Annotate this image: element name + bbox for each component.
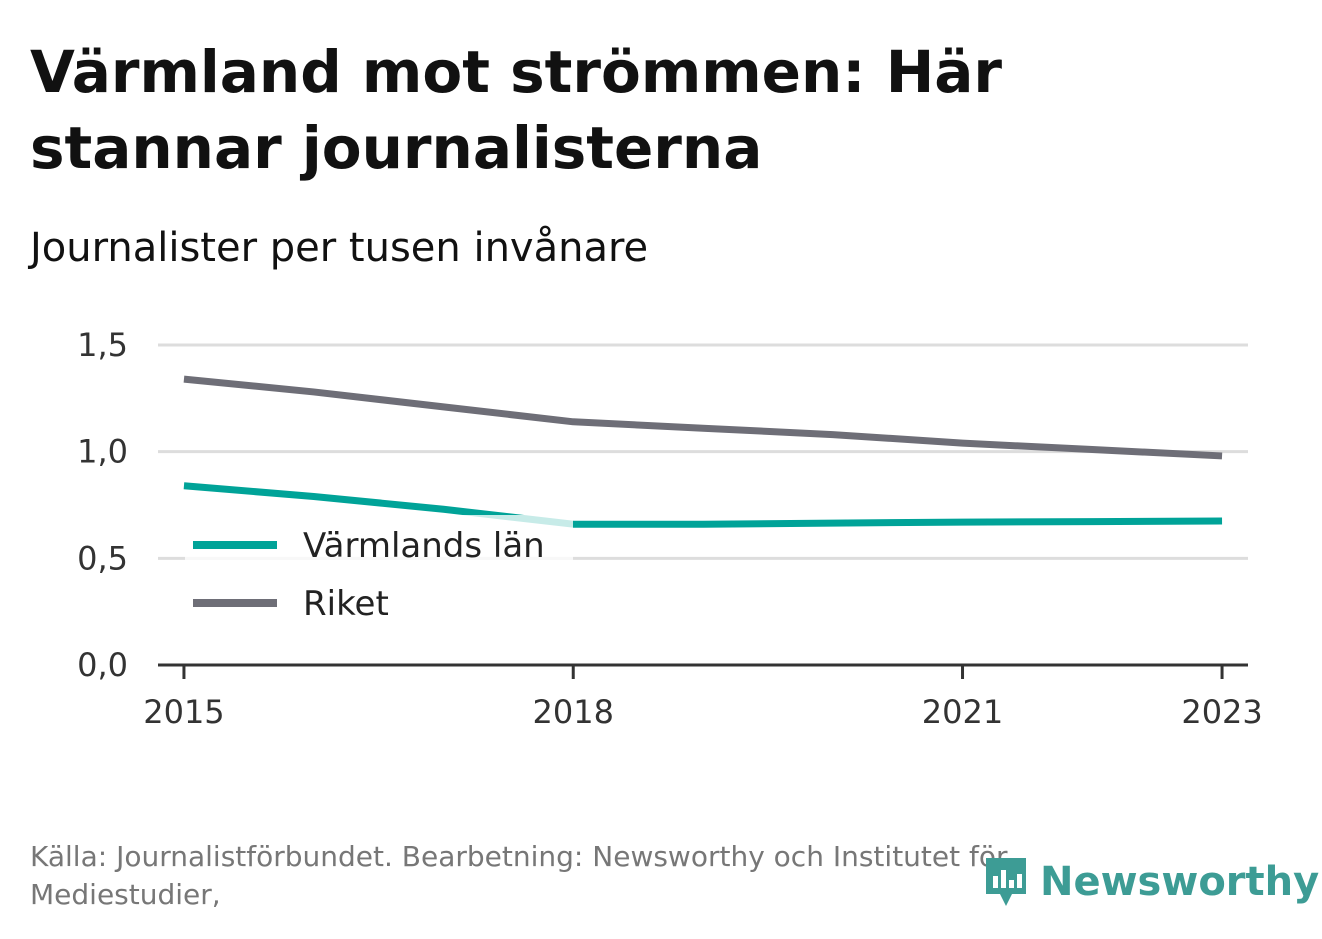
y-tick-label: 0,0 <box>77 646 128 684</box>
brand-name: Newsworthy <box>1040 859 1320 905</box>
x-tick-label: 2023 <box>1181 693 1262 731</box>
legend: Värmlands län Riket <box>185 515 573 624</box>
x-tick-label: 2018 <box>533 693 614 731</box>
series-line <box>183 482 1223 528</box>
legend-label: Värmlands län <box>303 526 545 566</box>
series-line <box>183 375 1223 460</box>
y-tick-label: 1,0 <box>77 433 128 471</box>
chart-title: Värmland mot strömmen: Här stannar journ… <box>30 38 1002 182</box>
x-tick-label: 2015 <box>143 693 224 731</box>
source-note: Källa: Journalistförbundet. Bearbetning:… <box>30 840 1008 911</box>
newsworthy-logo-icon <box>986 858 1026 906</box>
chart-subtitle: Journalister per tusen invånare <box>30 225 649 271</box>
y-tick-label: 1,5 <box>77 326 128 364</box>
line-chart: 0,0 0,5 1,0 1,5 2015 2018 2021 2023 Värmlands … <box>77 326 1263 731</box>
series-lines <box>183 375 1223 528</box>
newsworthy-logo: Newsworthy <box>982 852 1319 912</box>
legend-label: Riket <box>303 584 389 624</box>
y-tick-label: 0,5 <box>77 539 128 577</box>
x-tick-label: 2021 <box>922 693 1003 731</box>
y-axis-ticks: 0,0 0,5 1,0 1,5 <box>77 326 128 684</box>
x-axis: 2015 2018 2021 2023 <box>143 663 1263 731</box>
legend-background <box>185 515 573 565</box>
